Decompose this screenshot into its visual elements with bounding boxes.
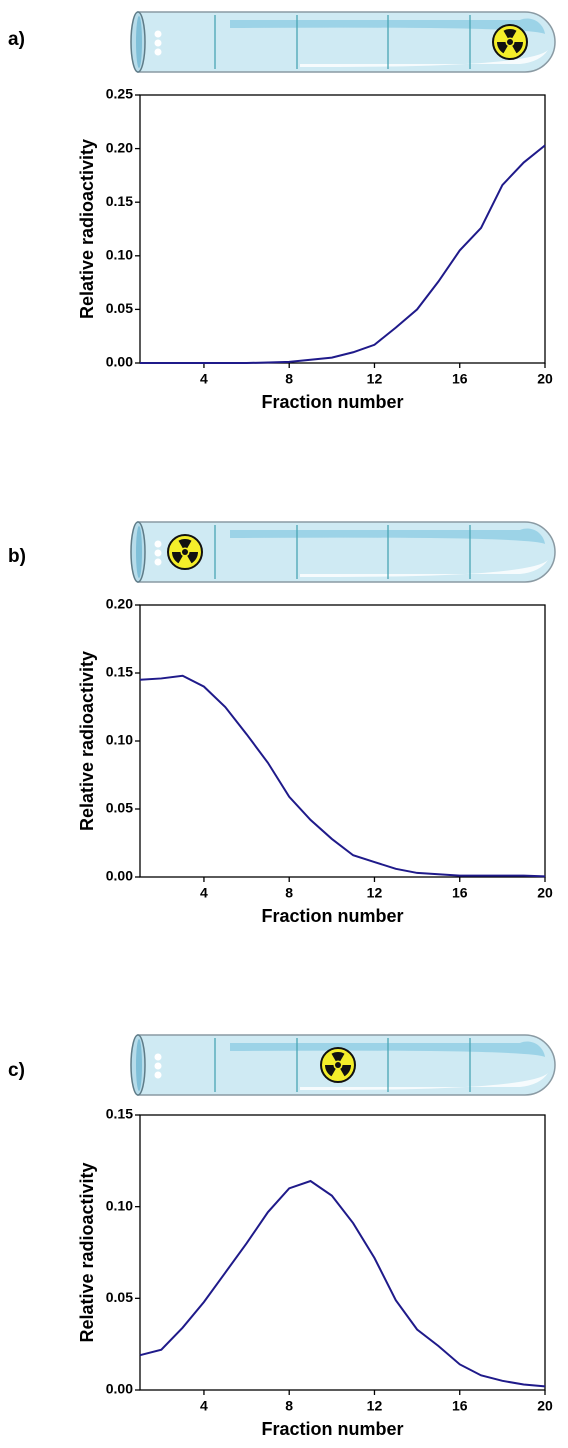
- x-tick-label: 20: [537, 1398, 553, 1414]
- bubble: [154, 48, 162, 56]
- radiation-core: [182, 549, 188, 555]
- radiation-blade: [325, 1065, 336, 1077]
- x-tick-label: 16: [452, 371, 468, 387]
- plot-frame: [139, 604, 546, 878]
- radiation-blade: [178, 539, 192, 549]
- tube-rim-inner: [136, 16, 142, 68]
- tube-shine-low: [300, 50, 548, 68]
- bubble: [154, 1062, 162, 1070]
- data-line: [139, 674, 546, 878]
- panel-label: c): [8, 1060, 25, 1081]
- tube-rim-inner: [136, 1039, 142, 1091]
- x-tick-label: 8: [285, 885, 293, 901]
- bubble: [154, 549, 162, 557]
- x-axis-label: Fraction number: [261, 392, 403, 412]
- y-tick-label: 0.20: [106, 139, 133, 155]
- y-axis-label: Relative radioactivity: [77, 139, 97, 319]
- x-tick-label: 4: [200, 885, 208, 901]
- bubble: [154, 39, 162, 47]
- tube-shine-low: [300, 560, 548, 578]
- x-tick-label: 16: [452, 885, 468, 901]
- tube-shine-low: [300, 1073, 548, 1091]
- radiation-blade: [512, 42, 523, 54]
- y-tick-label: 0.20: [106, 596, 133, 612]
- y-tick-label: 0.15: [106, 1106, 133, 1122]
- x-tick-label: 12: [367, 885, 383, 901]
- radiation-core: [335, 1062, 341, 1068]
- y-tick-label: 0.10: [106, 732, 133, 748]
- radiation-core: [507, 39, 513, 45]
- x-tick-label: 20: [537, 371, 553, 387]
- radiation-blade: [172, 552, 183, 564]
- data-line: [140, 144, 546, 364]
- y-tick-label: 0.05: [106, 300, 133, 316]
- plot-frame: [139, 94, 546, 364]
- y-tick-label: 0.00: [106, 1381, 133, 1397]
- panel-label: a): [8, 29, 25, 50]
- tube-rim-inner: [136, 526, 142, 578]
- x-tick-label: 4: [200, 1398, 208, 1414]
- data-line: [139, 1179, 546, 1388]
- bubble: [154, 30, 162, 38]
- y-axis-label: Relative radioactivity: [77, 1162, 97, 1342]
- radiation-blade: [187, 552, 198, 564]
- y-tick-label: 0.10: [106, 247, 133, 263]
- bubble: [154, 1071, 162, 1079]
- y-tick-label: 0.15: [106, 664, 133, 680]
- y-tick-label: 0.25: [106, 86, 133, 102]
- y-axis-label: Relative radioactivity: [77, 651, 97, 831]
- y-tick-label: 0.05: [106, 1289, 133, 1305]
- test-tube: [130, 1034, 556, 1096]
- panel-label: b): [8, 546, 26, 567]
- x-tick-label: 8: [285, 1398, 293, 1414]
- radiation-blade: [503, 29, 517, 39]
- x-axis-label: Fraction number: [261, 1419, 403, 1439]
- test-tube: [130, 11, 556, 73]
- x-axis-label: Fraction number: [261, 906, 403, 926]
- radiation-blade: [331, 1052, 345, 1062]
- bubble: [154, 558, 162, 566]
- radiation-blade: [497, 42, 508, 54]
- x-tick-label: 4: [200, 371, 208, 387]
- x-tick-label: 20: [537, 885, 553, 901]
- bubble: [154, 540, 162, 548]
- bubble: [154, 1053, 162, 1061]
- test-tube: [130, 521, 556, 583]
- y-tick-label: 0.00: [106, 354, 133, 370]
- y-tick-label: 0.10: [106, 1197, 133, 1213]
- radiation-blade: [340, 1065, 351, 1077]
- y-tick-label: 0.05: [106, 800, 133, 816]
- x-tick-label: 8: [285, 371, 293, 387]
- y-tick-label: 0.15: [106, 193, 133, 209]
- x-tick-label: 16: [452, 1398, 468, 1414]
- plot-frame: [139, 1114, 546, 1391]
- y-tick-label: 0.00: [106, 868, 133, 884]
- x-tick-label: 12: [367, 371, 383, 387]
- x-tick-label: 12: [367, 1398, 383, 1414]
